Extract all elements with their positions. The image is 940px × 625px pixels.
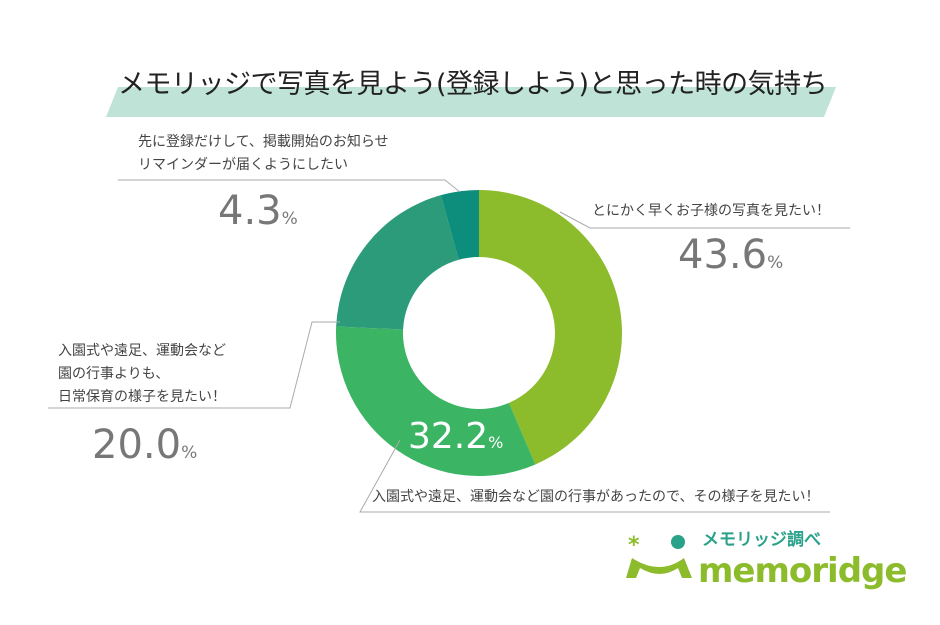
label-2: 入園式や遠足、運動会など園の行事があったので、その様子を見たい！	[372, 489, 820, 505]
leader-lines	[48, 179, 850, 513]
chart-title: メモリッジで写真を見よう(登録しよう)と思った時の気持ち	[118, 69, 828, 100]
label-4: 先に登録だけして、掲載開始のお知らせ リマインダーが届くようにしたい	[138, 134, 389, 173]
logo-jp-text: メモリッジ調べ	[702, 530, 821, 550]
svg-text:*: *	[628, 533, 640, 558]
logo-mark-icon: *	[626, 533, 692, 578]
value-label-3: 20.0%	[92, 422, 198, 468]
leader-line-3	[48, 321, 340, 409]
label-1: とにかく早くお子様の写真を見たい！	[592, 203, 830, 219]
donut-slice-3	[336, 195, 459, 330]
title-band	[106, 87, 836, 117]
value-label-1: 43.6%	[678, 232, 784, 278]
leader-line-1	[559, 211, 850, 229]
leader-line-2	[359, 439, 830, 513]
label-3: 入園式や遠足、運動会など 園の行事よりも、 日常保育の様子を見たい！	[58, 343, 226, 405]
donut-slice-4	[440, 190, 479, 260]
donut-slice-1	[479, 190, 622, 465]
logo-en-text: memoridge	[698, 551, 907, 591]
leader-line-4	[118, 179, 461, 193]
value-label-4: 4.3%	[218, 188, 298, 234]
donut-slice-2	[336, 326, 536, 476]
value-label-2: 32.2%	[408, 416, 504, 457]
